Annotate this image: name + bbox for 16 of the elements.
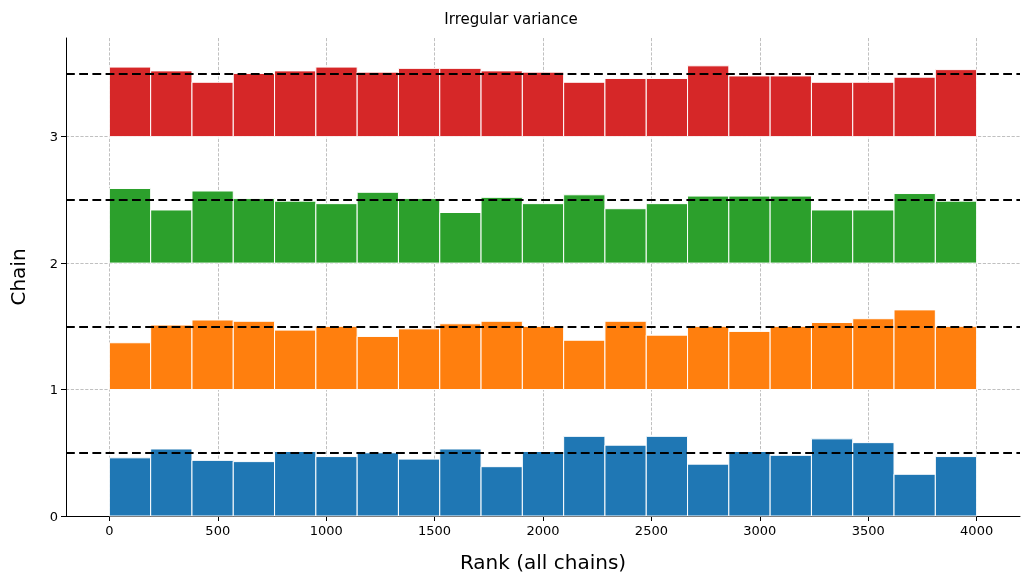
x-axis-title: Rank (all chains) xyxy=(459,550,627,574)
x-tick-label: 2000 xyxy=(526,523,560,538)
x-tick-label: 3000 xyxy=(743,523,777,538)
x-tick-label: 4000 xyxy=(960,523,994,538)
x-tick-label: 1000 xyxy=(309,523,343,538)
y-tick-label: 2 xyxy=(49,255,58,271)
x-tick-label: 500 xyxy=(205,523,231,538)
x-tick-label: 3500 xyxy=(851,523,885,538)
x-tick-label: 2500 xyxy=(634,523,668,538)
y-tick-label: 0 xyxy=(49,508,58,524)
y-axis-title: Chain xyxy=(6,248,30,306)
x-tick-label: 1500 xyxy=(418,523,452,538)
chart-title: Irregular variance xyxy=(444,9,578,28)
y-tick-label: 1 xyxy=(49,382,58,398)
y-tick-label: 3 xyxy=(49,129,58,145)
x-tick-label: 0 xyxy=(105,523,114,538)
